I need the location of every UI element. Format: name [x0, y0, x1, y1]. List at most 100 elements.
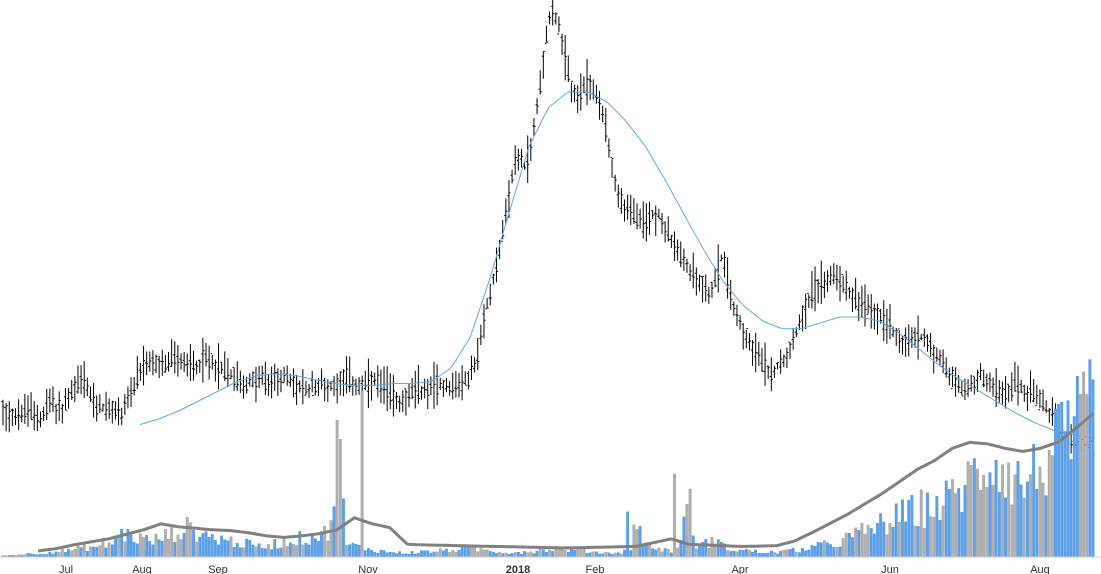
ohlc-bar: [947, 367, 951, 386]
volume-bar: [694, 548, 698, 558]
volume-bar: [488, 551, 492, 558]
ohlc-bar: [591, 79, 595, 100]
ohlc-bar: [510, 169, 514, 184]
ohlc-bar: [413, 370, 417, 409]
ohlc-bar: [182, 351, 186, 373]
ohlc-bar: [1038, 389, 1042, 411]
ohlc-bar: [1007, 383, 1011, 403]
ohlc-bar: [763, 342, 767, 386]
volume-bar: [348, 544, 352, 558]
volume-bar: [888, 523, 892, 558]
volume-bar: [79, 547, 83, 558]
ohlc-bar: [448, 380, 452, 396]
volume-bar: [313, 538, 317, 558]
volume-bar: [1088, 359, 1092, 558]
ohlc-bar: [141, 345, 146, 386]
x-tick-label: Apr: [731, 564, 748, 574]
ohlc-bar: [504, 198, 508, 225]
ohlc-bar: [619, 188, 623, 214]
volume-bar: [532, 553, 536, 558]
ohlc-bar: [1035, 384, 1039, 407]
volume-bar: [669, 552, 673, 558]
ohlc-bar: [13, 408, 18, 426]
ohlc-bar: [741, 322, 745, 350]
volume-bar: [1016, 460, 1020, 558]
ohlc-bar: [679, 241, 683, 268]
ohlc-bar: [991, 377, 995, 397]
ohlc-bar: [494, 247, 499, 283]
ohlc-bar: [604, 108, 608, 143]
volume-bar: [1066, 400, 1070, 558]
ohlc-bar: [245, 376, 249, 394]
volume-bar: [632, 524, 636, 558]
volume-bar: [710, 537, 714, 558]
ohlc-bar: [229, 369, 233, 380]
ohlc-bar: [476, 337, 480, 371]
volume-bar: [223, 539, 227, 558]
volume-bar: [954, 493, 957, 558]
ohlc-bar: [747, 332, 752, 351]
ohlc-bar: [850, 287, 855, 313]
volume-bar: [741, 550, 745, 558]
volume-bar: [335, 420, 339, 558]
volume-bar: [894, 503, 898, 558]
volume-bar: [160, 540, 164, 558]
volume-bar: [357, 544, 361, 558]
volume-bar: [501, 553, 505, 558]
volume-bar: [139, 533, 142, 558]
ohlc-bar: [594, 84, 599, 104]
ohlc-bar: [1032, 378, 1036, 403]
volume-bar: [445, 548, 448, 558]
ohlc-bar: [319, 368, 324, 390]
ohlc-bar: [191, 350, 196, 381]
volume-bar: [1082, 371, 1086, 558]
ohlc-bar: [469, 355, 474, 381]
ohlc-bar: [207, 345, 211, 380]
ohlc-bar: [357, 377, 361, 395]
ohlc-bar: [195, 360, 199, 375]
volume-bar: [573, 549, 576, 558]
ohlc-bar: [904, 327, 908, 357]
volume-bar: [913, 525, 917, 558]
volume-bar: [869, 528, 873, 558]
volume-bar: [882, 521, 886, 558]
volume-bar: [1075, 375, 1079, 558]
x-tick-label: Aug: [132, 564, 152, 574]
volume-bar: [916, 526, 920, 558]
ohlc-bar: [232, 367, 236, 391]
ohlc-bar: [394, 391, 399, 409]
ohlc-bar: [863, 284, 867, 327]
ohlc-bar: [938, 349, 942, 367]
volume-bar: [963, 485, 967, 558]
ohlc-bar: [70, 379, 74, 400]
ohlc-bar: [382, 366, 386, 405]
volume-bar: [154, 533, 158, 558]
ohlc-bar: [676, 239, 680, 261]
ohlc-bar: [429, 376, 433, 396]
volume-bar: [1041, 482, 1045, 558]
volume-bar: [135, 543, 139, 558]
x-tick-label: Jul: [59, 564, 73, 574]
ohlc-bar: [975, 369, 980, 392]
ohlc-bar: [66, 387, 71, 409]
ohlc-bar: [170, 339, 174, 367]
ohlc-bar: [875, 303, 880, 335]
volume-bar: [854, 527, 858, 558]
volume-bar: [120, 528, 124, 558]
x-tick-label: Feb: [586, 564, 605, 574]
ohlc-bar: [410, 377, 414, 400]
volume-bar: [991, 484, 995, 558]
ohlc-bar: [928, 332, 933, 357]
volume-average-line: [37, 412, 1094, 553]
volume-bar: [460, 545, 464, 558]
volume-bar: [416, 553, 420, 558]
ohlc-bar: [838, 266, 842, 302]
ohlc-bar: [1003, 376, 1008, 409]
ohlc-bar: [754, 332, 758, 373]
ohlc-bar: [438, 377, 442, 391]
ohlc-bar: [688, 264, 692, 281]
volume-bar: [1007, 462, 1011, 558]
volume-bar: [576, 549, 580, 558]
ohlc-bar: [682, 248, 686, 271]
volume-bar: [232, 547, 236, 558]
